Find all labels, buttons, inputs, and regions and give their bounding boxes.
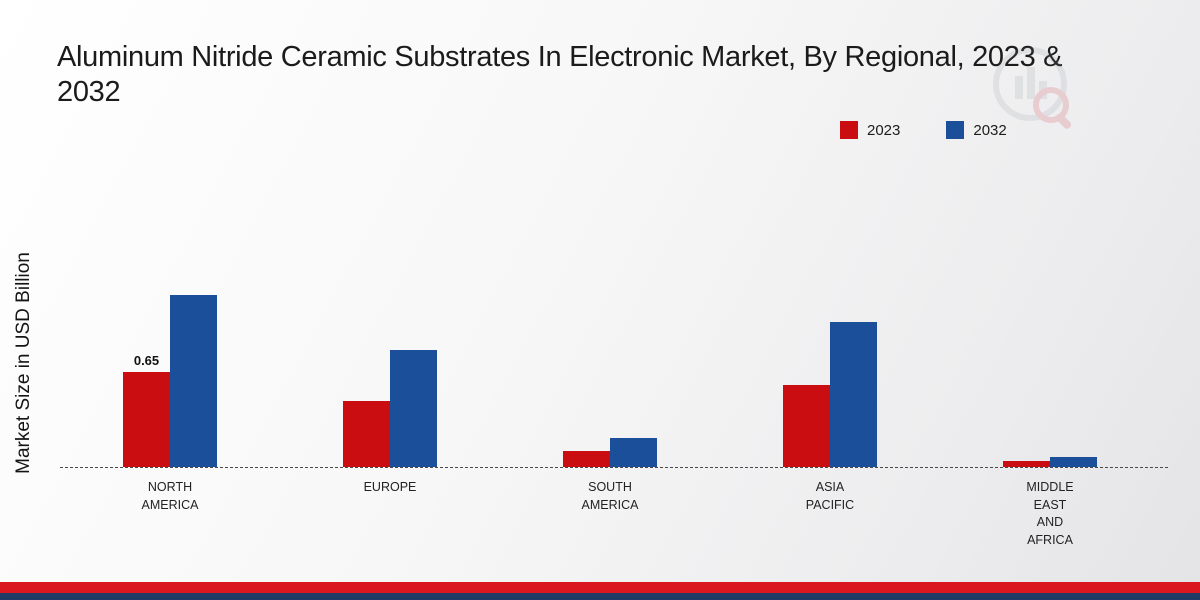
- bar-value-label-north-america: 0.65: [133, 353, 160, 368]
- plot-area: 0.65 NORTH AMERICA EUROPE SOUTH AMERICA ASIA…: [60, 100, 1160, 547]
- bar-2032-south-america: [610, 438, 657, 467]
- chart-title: Aluminum Nitride Ceramic Substrates In E…: [57, 41, 1063, 108]
- bar-group-middle-east-and-africa: MIDDLE EAST AND AFRICA: [1003, 457, 1097, 547]
- bar-2032-europe: [390, 350, 437, 467]
- legend-item-2032: 2032: [946, 121, 1007, 139]
- bar-group-north-america: 0.65 NORTH AMERICA: [123, 295, 217, 512]
- footer-navy-band: [0, 593, 1200, 600]
- bar-group-south-america: SOUTH AMERICA: [563, 438, 657, 512]
- legend-label: 2032: [973, 121, 1007, 139]
- legend-label: 2023: [867, 121, 901, 139]
- legend: 2023 2032: [840, 121, 1007, 139]
- x-axis-baseline: [60, 467, 1168, 468]
- bar-2032-north-america: [170, 295, 217, 467]
- footer-red-band: [0, 582, 1200, 593]
- market-research-logo-icon: [988, 42, 1080, 139]
- category-label-middle-east-and-africa: MIDDLE EAST AND AFRICA: [1026, 480, 1074, 547]
- bar-2023-middle-east-and-africa: [1003, 461, 1050, 467]
- bar-2032-middle-east-and-africa: [1050, 457, 1097, 467]
- bar-2023-south-america: [563, 451, 610, 467]
- legend-swatch-2023: [840, 121, 858, 139]
- bar-2023-asia-pacific: [783, 385, 830, 467]
- category-label-north-america: NORTH AMERICA: [141, 480, 199, 512]
- bar-group-asia-pacific: ASIA PACIFIC: [783, 322, 877, 512]
- y-axis-label: Market Size in USD Billion: [13, 252, 34, 474]
- bar-2023-north-america: 0.65: [123, 353, 170, 467]
- legend-item-2023: 2023: [840, 121, 900, 139]
- legend-swatch-2032: [946, 121, 965, 139]
- bar-2032-asia-pacific: [830, 322, 877, 467]
- bar-group-europe: EUROPE: [343, 350, 437, 494]
- bar-2023-europe: [343, 401, 390, 467]
- category-label-asia-pacific: ASIA PACIFIC: [805, 480, 855, 512]
- category-label-south-america: SOUTH AMERICA: [581, 480, 639, 512]
- category-label-europe: EUROPE: [363, 480, 417, 494]
